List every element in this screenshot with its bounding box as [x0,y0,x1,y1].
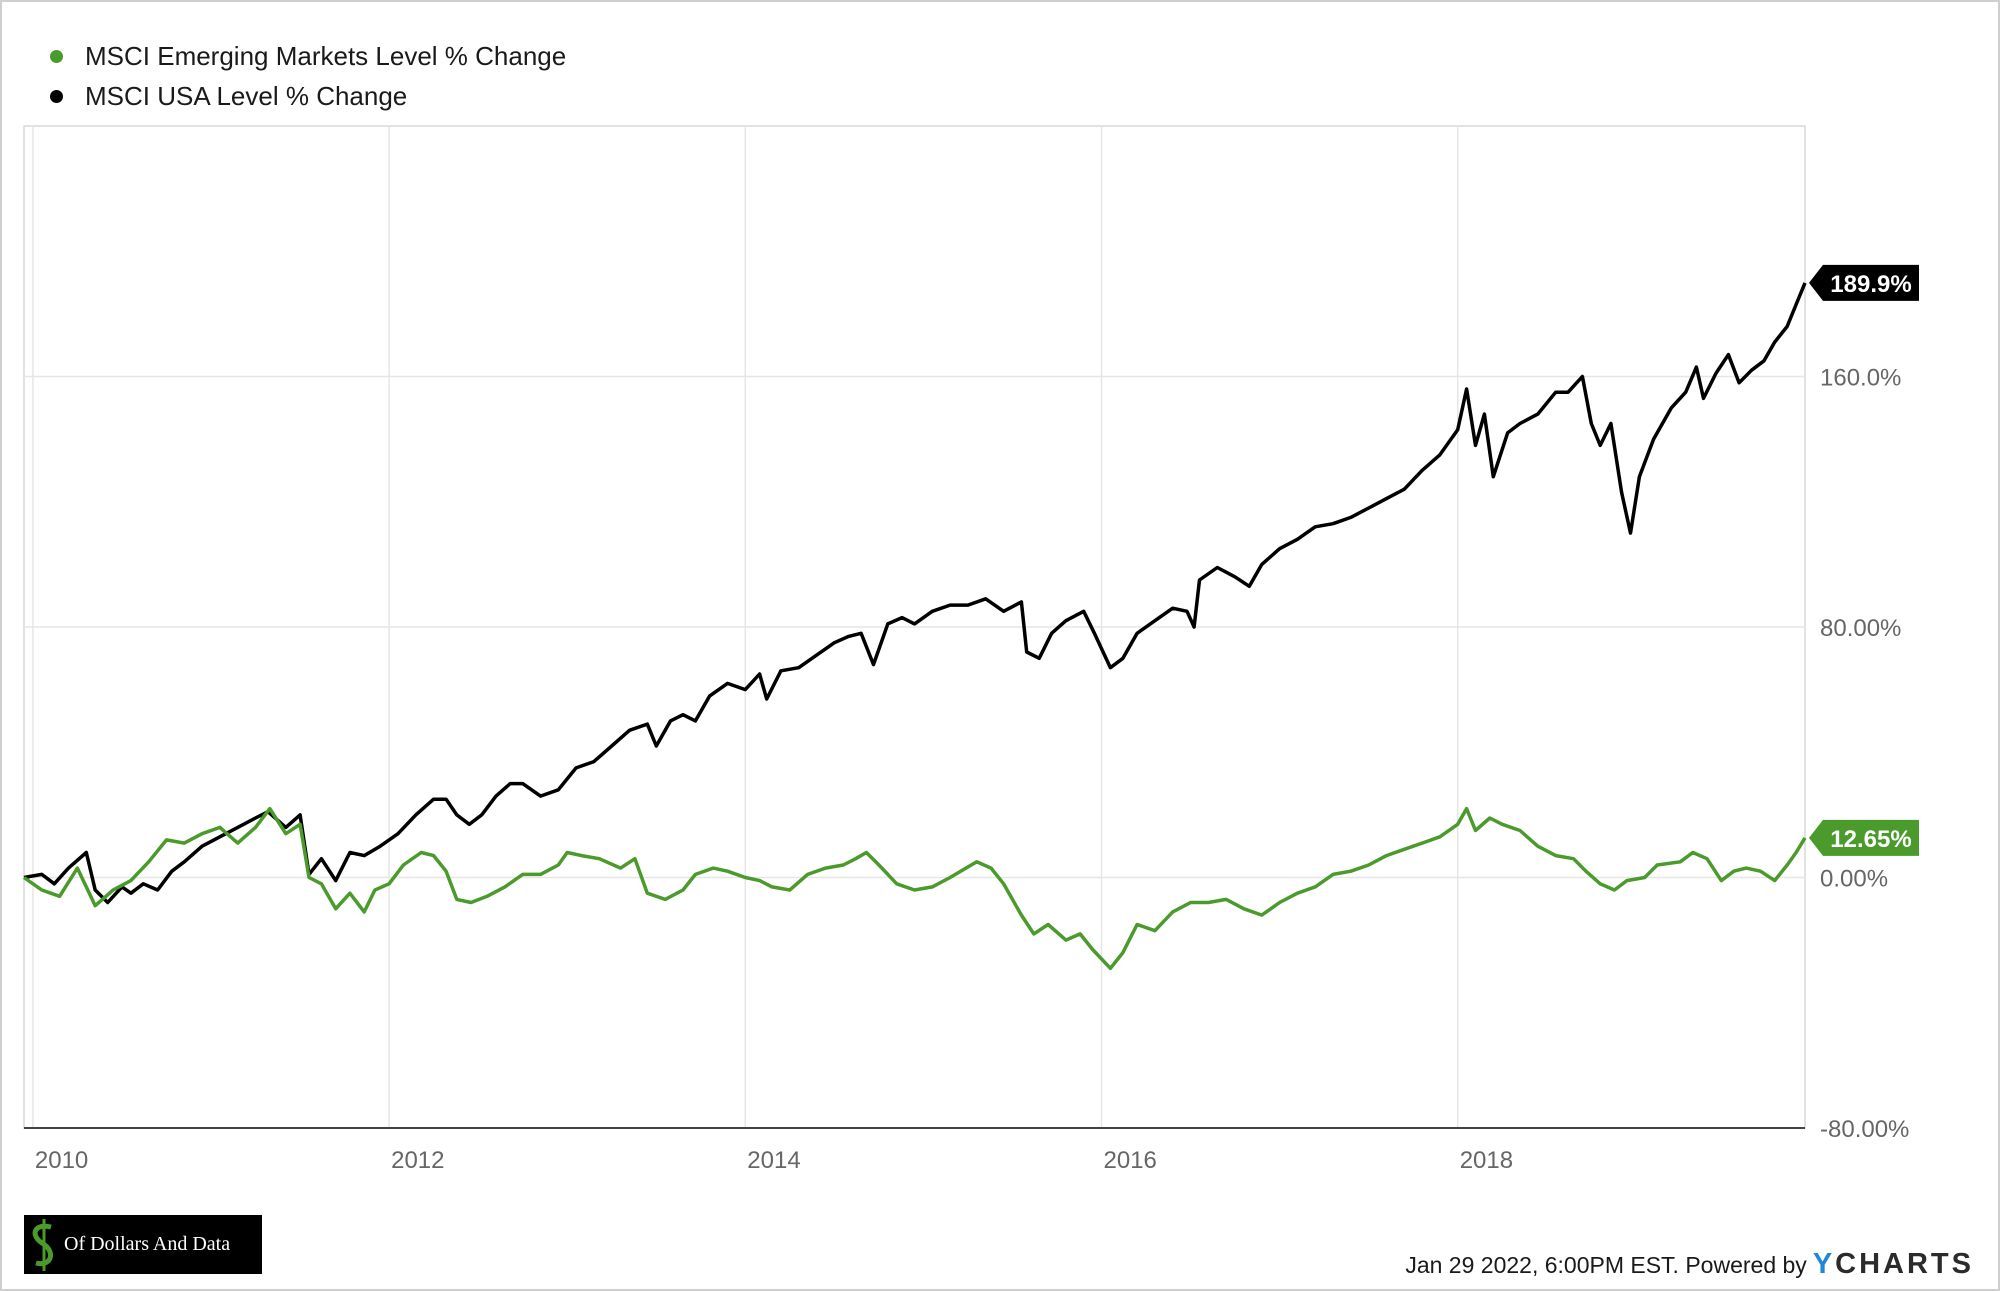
legend: MSCI Emerging Markets Level % Change MSC… [50,36,566,116]
end-value-badge-usa [1809,264,1919,301]
of-dollars-and-data-logo: Of Dollars And Data [24,1215,262,1274]
footer-powered-by: Powered by [1685,1252,1807,1278]
ycharts-logo[interactable]: YCHARTS [1813,1248,1974,1281]
y-tick-label: 80.00% [1820,615,1901,642]
series-line-emerging-markets [22,806,1807,971]
footer: Jan 29 2022, 6:00PM EST. Powered by YCHA… [1405,1248,1974,1281]
end-value-badge-emerging-markets [1809,819,1919,856]
end-value-label-emerging-markets: 12.65% [1830,826,1911,853]
x-tick-label: 2012 [391,1147,444,1174]
footer-timestamp: Jan 29 2022, 6:00PM EST. [1405,1252,1679,1278]
end-value-label-usa: 189.9% [1830,271,1911,298]
legend-dot-emerging-markets [50,49,63,63]
ycharts-logo-y: Y [1812,1248,1836,1280]
dollar-sign-logo-icon [24,1215,64,1274]
x-tick-label: 2014 [747,1147,800,1174]
x-tick-label: 2010 [35,1147,88,1174]
x-tick-label: 2018 [1460,1147,1513,1174]
series-line-usa [23,282,1807,905]
legend-dot-usa [50,89,63,103]
logo-text: Of Dollars And Data [64,1233,231,1255]
legend-label-emerging-markets: MSCI Emerging Markets Level % Change [85,40,567,71]
x-tick-label: 2016 [1104,1147,1157,1174]
legend-label-usa: MSCI USA Level % Change [85,80,408,111]
y-tick-label: 160.0% [1820,365,1901,392]
y-tick-label: -80.00% [1820,1116,1909,1143]
ycharts-logo-rest: CHARTS [1835,1248,1974,1280]
y-tick-label: 0.00% [1820,866,1888,893]
legend-item-usa[interactable]: MSCI USA Level % Change [50,76,566,116]
legend-item-emerging-markets[interactable]: MSCI Emerging Markets Level % Change [50,36,566,76]
